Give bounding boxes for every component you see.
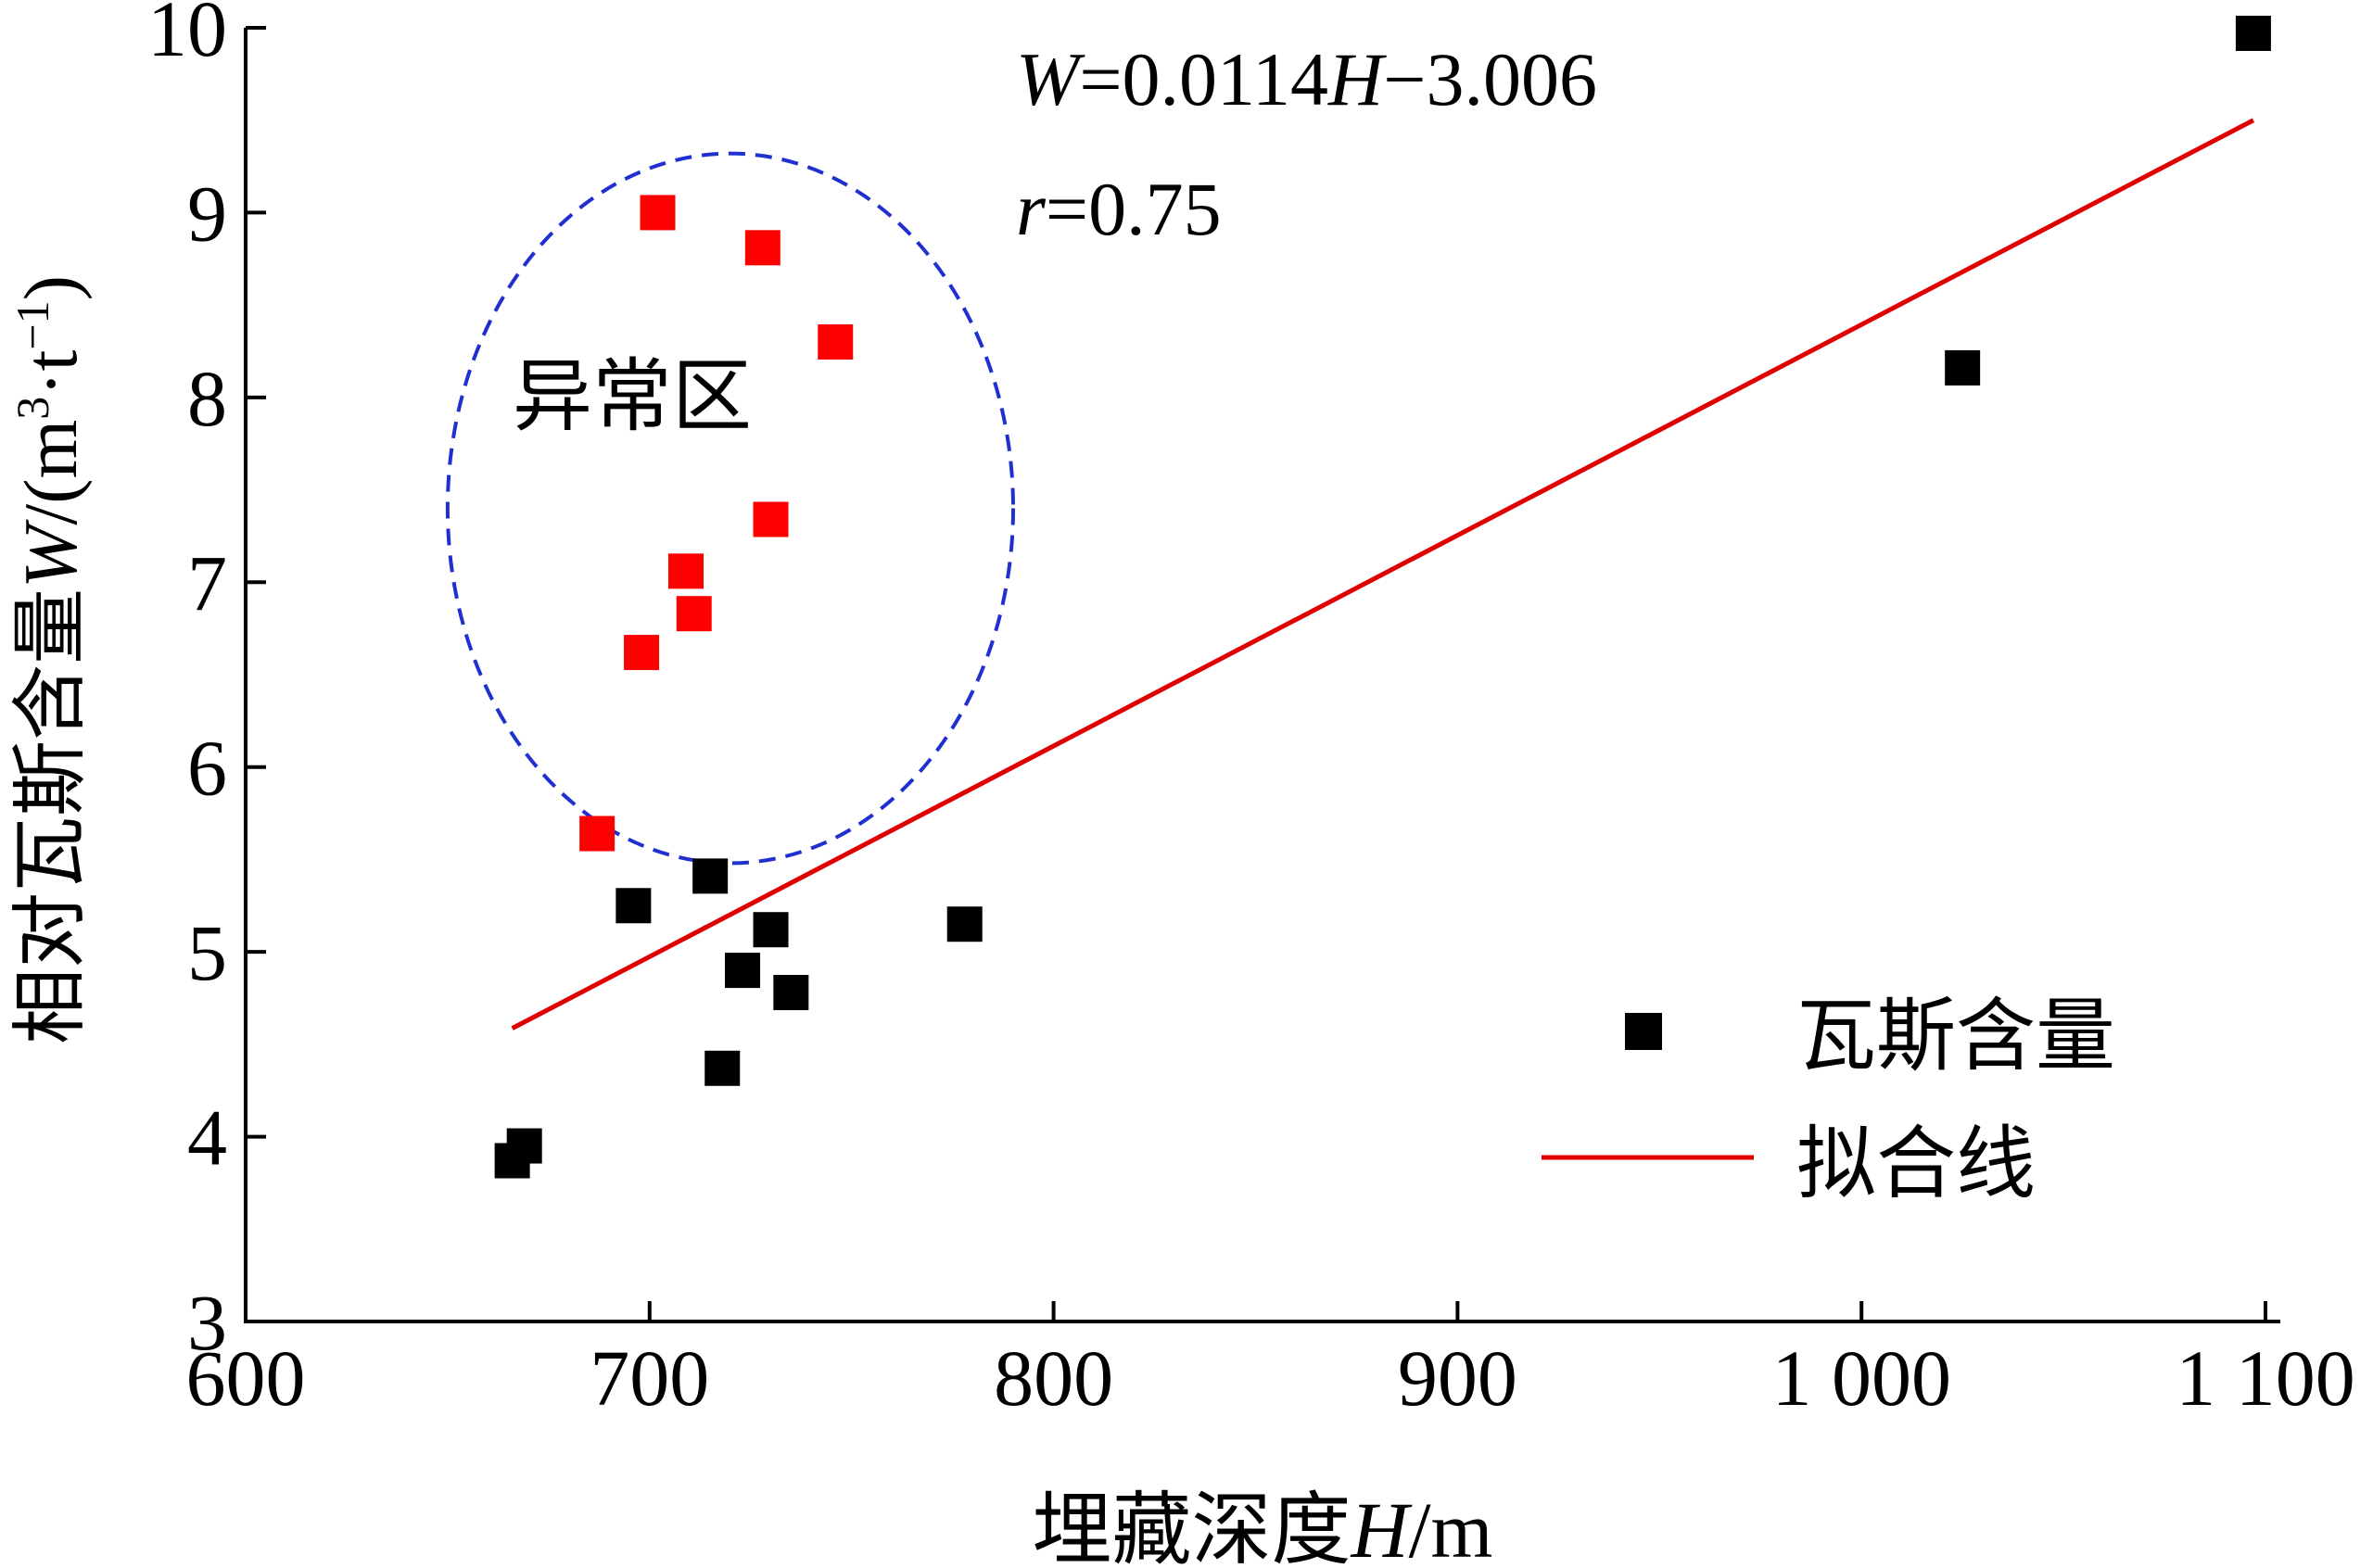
data-point-anomaly — [579, 816, 615, 852]
anomaly-region-label: 异常区 — [513, 352, 752, 441]
y-axis-title-unit-close: ) — [8, 275, 93, 300]
data-point-gas-content — [773, 975, 809, 1011]
legend-label-fit-line: 拟合线 — [1796, 1119, 2036, 1208]
y-tick-label: 8 — [187, 354, 227, 443]
data-point-gas-content — [1945, 349, 1981, 386]
data-point-gas-content — [615, 888, 652, 924]
y-tick-label: 10 — [147, 0, 227, 73]
y-tick-label: 6 — [187, 724, 227, 813]
anomaly-region-ellipse — [445, 151, 1016, 866]
y-axis-title-sup1: 3 — [6, 397, 58, 420]
data-point-gas-content — [2235, 15, 2271, 51]
equation-var-w: W — [1016, 37, 1085, 121]
data-point-anomaly — [744, 230, 780, 266]
data-point-gas-content — [753, 912, 789, 948]
legend-marker-gas-content — [1625, 1013, 1662, 1050]
y-tick-label: 5 — [187, 908, 227, 997]
y-axis-title-sup2: −1 — [6, 300, 58, 349]
y-axis-title-dot: ·t — [8, 349, 93, 396]
equation-intercept: −3.006 — [1383, 37, 1597, 121]
legend: 瓦斯含量 拟合线 — [1542, 992, 2115, 1208]
x-axis-title-suffix: /m — [1409, 1486, 1493, 1568]
data-point-anomaly — [753, 501, 789, 537]
y-tick-label: 3 — [187, 1278, 227, 1367]
y-tick-label: 9 — [187, 169, 227, 258]
correlation-text: r=0.75 — [1016, 167, 1222, 251]
data-point-gas-content — [704, 1050, 741, 1086]
x-axis-title-prefix: 埋藏深度 — [1033, 1486, 1351, 1568]
equation-coef: =0.0114 — [1079, 37, 1328, 121]
x-axis-title: 埋藏深度H/m — [1033, 1486, 1493, 1568]
data-point-gas-content — [725, 953, 761, 989]
x-tick-label: 1 100 — [2176, 1334, 2355, 1423]
x-ticks: 600 700 800 900 1 000 1 100 — [186, 1301, 2355, 1423]
y-axis-title-prefix: 相对瓦斯含量 — [8, 588, 93, 1044]
x-tick-label: 800 — [994, 1334, 1113, 1423]
axes — [244, 28, 2280, 1323]
y-axis-title-var: W — [8, 519, 93, 588]
data-point-gas-content — [692, 858, 729, 894]
x-tick-label: 700 — [590, 1334, 709, 1423]
x-tick-label: 900 — [1398, 1334, 1517, 1423]
correlation-value: =0.75 — [1046, 167, 1222, 251]
data-point-gas-content — [946, 906, 983, 942]
y-axis-title: 相对瓦斯含量W/(m3·t−1) — [6, 275, 93, 1044]
y-axis-title-unit-open: /(m — [8, 420, 93, 525]
correlation-var-r: r — [1016, 167, 1047, 251]
legend-label-gas-content: 瓦斯含量 — [1796, 992, 2115, 1081]
data-point-anomaly — [818, 324, 854, 360]
x-tick-label: 1 000 — [1771, 1334, 1951, 1423]
data-point-anomaly — [676, 596, 712, 632]
y-tick-label: 4 — [187, 1094, 227, 1182]
data-points — [494, 15, 2271, 1179]
fit-line — [511, 118, 2255, 1031]
x-axis-title-var: H — [1351, 1486, 1413, 1568]
x-tick-label: 600 — [186, 1334, 306, 1423]
equation-var-h: H — [1327, 37, 1387, 121]
fit-equation: W=0.0114H−3.006 — [1016, 37, 1597, 121]
y-ticks: 3 4 5 6 7 8 9 10 — [147, 0, 266, 1367]
y-tick-label: 7 — [187, 538, 227, 627]
data-point-gas-content — [506, 1128, 542, 1164]
data-point-anomaly — [640, 195, 676, 231]
data-point-anomaly — [624, 635, 660, 671]
data-point-anomaly — [668, 553, 704, 589]
